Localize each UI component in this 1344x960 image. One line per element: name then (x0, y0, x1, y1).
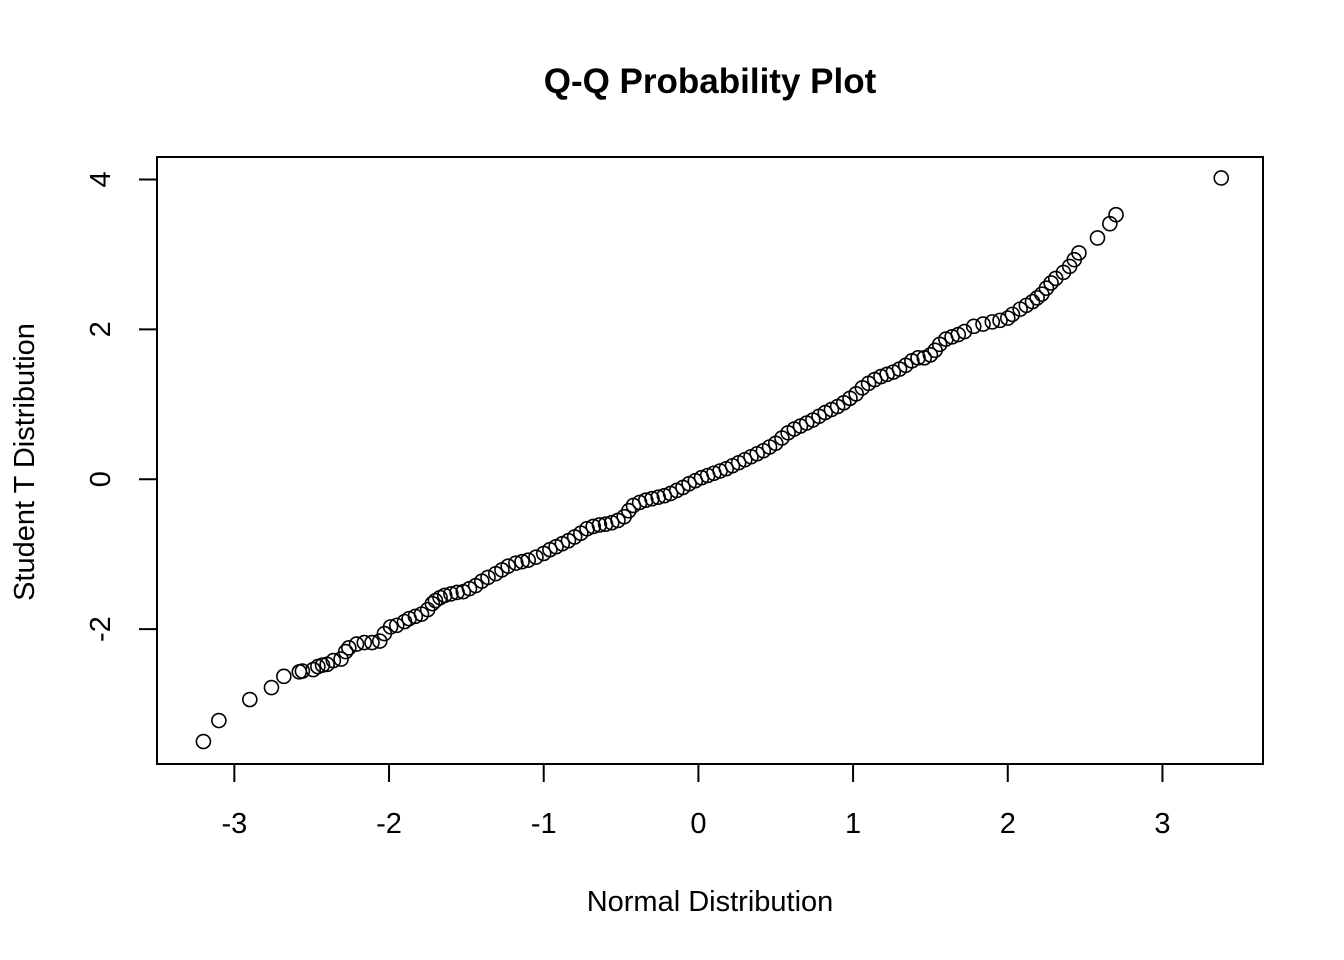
data-point (956, 323, 973, 340)
data-point (774, 430, 790, 446)
data-point (1089, 230, 1106, 246)
x-tick-label: 0 (690, 808, 706, 840)
data-point (500, 558, 516, 574)
x-tick-label: 3 (1154, 808, 1170, 840)
data-point (276, 668, 292, 685)
data-point (348, 636, 365, 652)
data-points (195, 170, 1230, 750)
data-point (305, 661, 322, 678)
x-axis: -3 -2 -1 0 1 2 3 (221, 764, 1171, 840)
data-point (922, 347, 939, 363)
data-point (984, 314, 1001, 330)
data-point (1071, 245, 1087, 261)
data-point (591, 517, 608, 533)
x-tick-label: 1 (845, 808, 861, 840)
data-point (242, 691, 258, 708)
y-tick-label: 0 (85, 471, 117, 487)
data-point (999, 310, 1016, 326)
data-point (514, 553, 530, 570)
data-point (1029, 290, 1045, 306)
data-point (1004, 306, 1021, 323)
x-tick-label: 2 (1000, 808, 1016, 840)
data-point (603, 514, 620, 531)
data-point (195, 733, 212, 750)
y-tick-label: -2 (85, 616, 117, 642)
data-point (644, 490, 660, 507)
data-point (1043, 275, 1059, 291)
data-point (263, 679, 280, 696)
plot-frame (156, 156, 1264, 765)
data-point (337, 643, 354, 660)
data-point (520, 552, 537, 568)
data-point (508, 555, 524, 571)
x-tick-label: -1 (531, 808, 557, 840)
data-point (356, 634, 373, 651)
data-point (333, 651, 349, 667)
data-point (407, 608, 424, 625)
data-point (585, 518, 602, 535)
data-point (1038, 280, 1055, 296)
data-point (396, 613, 413, 630)
data-point (965, 318, 982, 335)
data-point (211, 712, 227, 729)
data-point (341, 640, 357, 656)
y-tick-label: 2 (85, 321, 117, 337)
data-point (364, 634, 380, 651)
x-tick-label: -3 (221, 808, 247, 840)
data-point (294, 663, 311, 679)
data-point (480, 569, 496, 586)
data-point (620, 502, 637, 519)
x-tick-label: -2 (376, 808, 402, 840)
data-point (638, 492, 654, 509)
data-point (325, 652, 342, 669)
y-axis-label: Student T Distribution (9, 323, 41, 601)
data-point (382, 619, 399, 635)
data-point (443, 586, 459, 602)
data-point (975, 316, 991, 332)
data-point (427, 592, 444, 609)
y-axis: -2 0 2 4 (85, 171, 157, 642)
data-point (910, 350, 926, 366)
data-point (371, 633, 388, 649)
data-point (436, 587, 453, 604)
x-axis-label: Normal Distribution (587, 886, 834, 918)
data-point (528, 549, 544, 565)
y-tick-label: 4 (85, 171, 117, 187)
data-point (388, 617, 405, 634)
data-point (1108, 206, 1124, 223)
data-point (1213, 170, 1230, 186)
data-point (992, 312, 1008, 329)
chart-title: Q-Q Probability Plot (544, 62, 877, 101)
data-point (1024, 293, 1041, 310)
